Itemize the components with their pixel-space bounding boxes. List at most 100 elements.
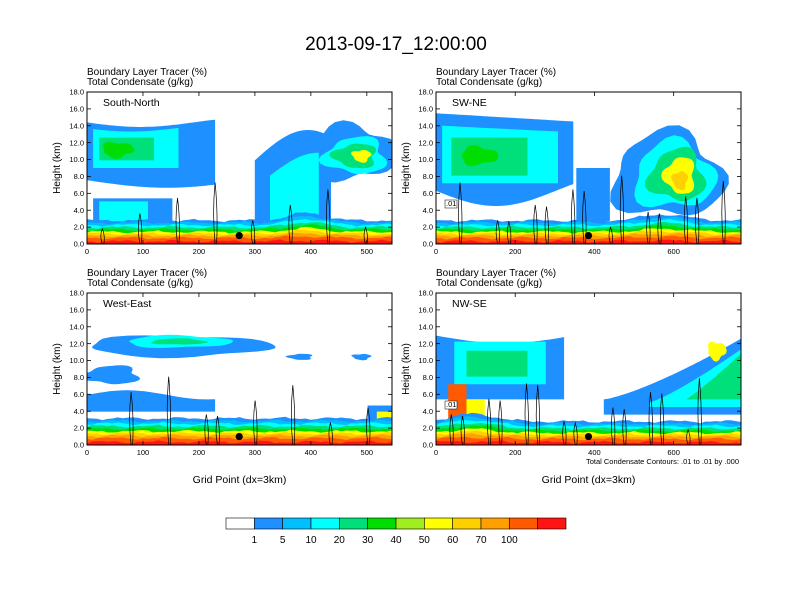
colorbar-swatch bbox=[225, 517, 255, 530]
x-tick-label: 300 bbox=[249, 448, 262, 457]
colorbar-label: 1 bbox=[252, 535, 258, 546]
panel-subtitle-condensate: Total Condensate (g/kg) bbox=[87, 278, 193, 289]
panel-name: South-North bbox=[103, 97, 160, 109]
panel-west-east: Boundary Layer Tracer (%)Total Condensat… bbox=[52, 268, 393, 486]
colorbar-swatch bbox=[537, 517, 567, 530]
contour-fill-region bbox=[103, 142, 135, 159]
contour-fill-region bbox=[461, 145, 499, 167]
colorbar-label: 60 bbox=[447, 535, 459, 546]
condensate-contour-line bbox=[129, 391, 134, 445]
condensate-contour-line bbox=[175, 197, 180, 244]
x-tick-label: 400 bbox=[305, 247, 318, 256]
figure-title: 2013-09-17_12:00:00 bbox=[305, 34, 487, 55]
colorbar-swatch bbox=[310, 517, 340, 530]
contour-fill-region bbox=[671, 171, 689, 191]
condensate-contour-line bbox=[535, 385, 541, 445]
y-tick-label: 10.0 bbox=[418, 155, 433, 164]
condensate-contour-line bbox=[460, 415, 465, 445]
colorbar-label: 40 bbox=[390, 535, 402, 546]
condensate-contour-line bbox=[326, 189, 331, 244]
x-tick-label: 200 bbox=[193, 448, 206, 457]
x-tick-label: 400 bbox=[305, 448, 318, 457]
condensate-contours bbox=[458, 175, 726, 244]
panel-subtitle-tracer: Boundary Layer Tracer (%) bbox=[87, 67, 207, 78]
colorbar-label: 50 bbox=[419, 535, 431, 546]
panel-south-north: Boundary Layer Tracer (%)Total Condensat… bbox=[52, 67, 393, 256]
y-tick-label: 10.0 bbox=[418, 356, 433, 365]
contour-note: Total Condensate Contours: .01 to .01 by… bbox=[586, 457, 739, 466]
x-tick-label: 100 bbox=[137, 448, 150, 457]
condensate-contour-line bbox=[487, 398, 492, 445]
y-tick-label: 0.0 bbox=[423, 240, 433, 249]
panel-name: SW-NE bbox=[452, 97, 487, 109]
condensate-contour-line bbox=[138, 213, 143, 244]
colorbar-swatch bbox=[509, 517, 538, 530]
colorbar-swatch bbox=[452, 517, 482, 530]
condensate-contour-line bbox=[166, 376, 172, 445]
contour-fill-region bbox=[466, 350, 528, 377]
y-tick-label: 18.0 bbox=[418, 289, 433, 298]
y-tick-label: 0.0 bbox=[74, 441, 84, 450]
panel-subtitle-condensate: Total Condensate (g/kg) bbox=[436, 278, 542, 289]
panel-sw-ne: Boundary Layer Tracer (%)Total Condensat… bbox=[401, 67, 742, 256]
y-tick-label: 4.0 bbox=[423, 206, 433, 215]
condensate-contour-line bbox=[253, 400, 258, 445]
colorbar-swatch bbox=[282, 517, 312, 530]
contour-fill-region bbox=[686, 353, 741, 400]
filled-contours bbox=[436, 335, 741, 445]
y-axis-label: Height (km) bbox=[52, 142, 63, 194]
y-tick-label: 6.0 bbox=[423, 390, 433, 399]
condensate-contour-line bbox=[363, 226, 368, 244]
condensate-contour-line bbox=[562, 421, 567, 445]
colorbar-swatch bbox=[367, 517, 397, 530]
contour-fill-region bbox=[87, 390, 216, 412]
panel-subtitle-condensate: Total Condensate (g/kg) bbox=[436, 77, 542, 88]
condensate-contour-line bbox=[648, 391, 653, 445]
panel-name: West-East bbox=[103, 298, 151, 310]
panel-subtitle-condensate: Total Condensate (g/kg) bbox=[87, 77, 193, 88]
panel-subtitle-tracer: Boundary Layer Tracer (%) bbox=[436, 67, 556, 78]
condensate-contour-line bbox=[611, 407, 616, 445]
y-tick-label: 18.0 bbox=[69, 289, 84, 298]
y-tick-label: 0.0 bbox=[423, 441, 433, 450]
plot-frame bbox=[435, 91, 742, 245]
contour-label-box bbox=[444, 400, 458, 410]
location-marker bbox=[235, 432, 243, 441]
y-tick-label: 2.0 bbox=[423, 424, 433, 433]
y-tick-label: 16.0 bbox=[69, 305, 84, 314]
colorbar-label: 30 bbox=[362, 535, 374, 546]
condensate-contour-line bbox=[250, 220, 256, 244]
contour-label: .01 bbox=[446, 400, 456, 409]
y-tick-label: 2.0 bbox=[423, 223, 433, 232]
y-tick-label: 10.0 bbox=[69, 356, 84, 365]
y-tick-label: 14.0 bbox=[418, 322, 433, 331]
y-tick-label: 6.0 bbox=[423, 189, 433, 198]
condensate-contour-line bbox=[686, 428, 691, 445]
panels-group: Boundary Layer Tracer (%)Total Condensat… bbox=[52, 67, 742, 486]
condensate-contour-line bbox=[697, 378, 702, 445]
y-tick-label: 16.0 bbox=[418, 104, 433, 113]
colorbar-label: 5 bbox=[280, 535, 286, 546]
panel-nw-se: Boundary Layer Tracer (%)Total Condensat… bbox=[401, 268, 742, 486]
condensate-contour-line bbox=[683, 196, 689, 244]
condensate-contour-line bbox=[721, 180, 726, 244]
condensate-contour-line bbox=[366, 407, 371, 445]
y-tick-label: 6.0 bbox=[74, 390, 84, 399]
condensate-contour-line bbox=[290, 385, 296, 445]
contour-label-box bbox=[444, 199, 458, 209]
plot-frame bbox=[86, 91, 393, 245]
condensate-contour-line bbox=[646, 211, 651, 244]
y-axis-label: Height (km) bbox=[52, 343, 63, 395]
condensate-contour-line bbox=[507, 220, 512, 244]
filled-contours bbox=[87, 119, 392, 244]
y-tick-label: 10.0 bbox=[69, 155, 84, 164]
plot-frame bbox=[435, 292, 742, 446]
contour-fill-region bbox=[87, 365, 141, 385]
condensate-contour-line bbox=[458, 182, 463, 244]
condensate-contours bbox=[449, 378, 702, 445]
location-marker bbox=[235, 231, 243, 240]
condensate-contour-line bbox=[657, 213, 662, 244]
contour-label: .01 bbox=[446, 199, 456, 208]
y-tick-label: 8.0 bbox=[423, 172, 433, 181]
